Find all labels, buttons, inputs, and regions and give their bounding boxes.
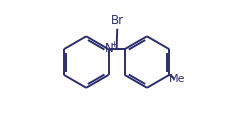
Text: Br: Br	[111, 14, 124, 27]
Text: Me: Me	[169, 74, 186, 84]
Text: +: +	[110, 40, 117, 50]
Text: N: N	[105, 42, 114, 55]
